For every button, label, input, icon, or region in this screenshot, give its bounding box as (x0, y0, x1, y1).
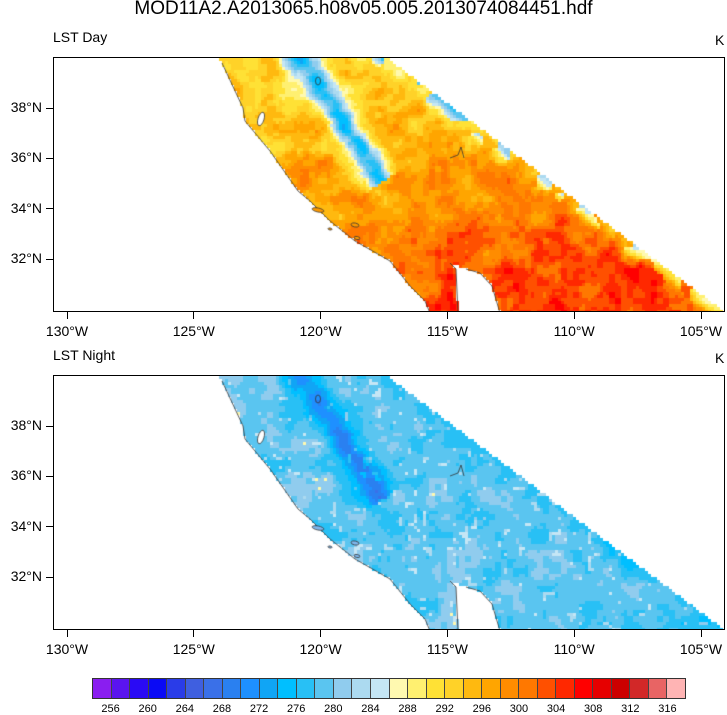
colorbar-label: 300 (509, 703, 529, 715)
y-tick-label: 34°N (10, 199, 42, 216)
colorbar-label: 312 (621, 703, 640, 715)
colorbar-label: 304 (546, 703, 566, 715)
x-tick-label: 105°W (679, 323, 723, 339)
colorbar-label: 292 (435, 703, 454, 715)
colorbar-swatch (611, 679, 631, 698)
colorbar-swatch (370, 679, 390, 698)
colorbar-swatch (241, 679, 260, 698)
x-tick-mark (573, 630, 575, 637)
colorbar (92, 678, 686, 699)
x-tick-label: 120°W (299, 641, 342, 657)
colorbar-swatch (537, 679, 557, 698)
colorbar-swatch (333, 679, 353, 698)
colorbar-swatch (408, 679, 427, 698)
x-tick-label: 115°W (426, 641, 468, 657)
day-panel-units: K (715, 32, 725, 48)
night-map-panel (53, 375, 725, 630)
y-tick-mark (46, 258, 53, 260)
x-tick-mark (193, 630, 195, 637)
y-tick-label: 32°N (10, 568, 42, 585)
x-tick-mark (66, 630, 68, 637)
y-tick-mark (46, 157, 53, 159)
colorbar-label: 268 (212, 703, 232, 715)
y-tick-mark (46, 576, 53, 578)
colorbar-swatch (315, 679, 334, 698)
x-tick-label: 110°W (553, 323, 595, 339)
colorbar-swatch (389, 679, 409, 698)
x-tick-label: 115°W (426, 323, 468, 339)
colorbar-label: 272 (249, 703, 269, 715)
colorbar-swatch (426, 679, 446, 698)
x-tick-mark (446, 312, 448, 319)
day-lst-heatmap (54, 58, 724, 311)
y-tick-mark (46, 526, 53, 528)
colorbar-label: 288 (398, 703, 417, 715)
colorbar-swatch (130, 679, 149, 698)
x-tick-label: 130°W (45, 323, 89, 339)
colorbar-swatch (593, 679, 612, 698)
day-panel-title: LST Day (53, 29, 108, 45)
colorbar-swatch (167, 679, 186, 698)
colorbar-swatch (445, 679, 464, 698)
x-tick-mark (700, 312, 702, 319)
y-tick-mark (46, 475, 53, 477)
night-panel-title: LST Night (53, 347, 115, 363)
colorbar-swatch (111, 679, 131, 698)
colorbar-swatch (574, 679, 594, 698)
colorbar-label: 264 (175, 703, 194, 715)
chart-title: MOD11A2.A2013065.h08v05.005.201307408445… (134, 0, 593, 19)
colorbar-swatch (259, 679, 279, 698)
x-tick-mark (320, 630, 322, 637)
y-tick-label: 38°N (10, 417, 42, 433)
colorbar-swatch (500, 679, 520, 698)
colorbar-swatch (222, 679, 242, 698)
x-tick-label: 125°W (172, 323, 215, 339)
colorbar-swatch (667, 679, 685, 698)
colorbar-label: 280 (324, 703, 343, 715)
colorbar-swatch (204, 679, 223, 698)
night-panel-units: K (715, 350, 725, 366)
colorbar-swatch (482, 679, 501, 698)
x-tick-label: 120°W (299, 323, 342, 339)
colorbar-swatch (630, 679, 649, 698)
colorbar-swatch (463, 679, 483, 698)
x-tick-mark (193, 312, 195, 319)
colorbar-swatch (648, 679, 668, 698)
y-tick-mark (46, 107, 53, 109)
colorbar-swatch (278, 679, 297, 698)
x-tick-label: 110°W (553, 641, 595, 657)
night-lst-heatmap (54, 376, 724, 629)
y-tick-mark (46, 425, 53, 427)
x-tick-mark (320, 312, 322, 319)
x-tick-mark (573, 312, 575, 319)
colorbar-swatch (556, 679, 575, 698)
colorbar-swatch (296, 679, 316, 698)
colorbar-label: 296 (472, 703, 491, 715)
colorbar-label: 256 (101, 703, 120, 715)
colorbar-label: 284 (361, 703, 380, 715)
x-tick-label: 125°W (172, 641, 215, 657)
day-map-panel (53, 57, 725, 312)
y-tick-label: 32°N (10, 250, 42, 267)
x-tick-mark (700, 630, 702, 637)
y-tick-label: 34°N (10, 517, 42, 534)
colorbar-label: 260 (138, 703, 157, 715)
x-tick-mark (66, 312, 68, 319)
colorbar-swatch (185, 679, 205, 698)
x-tick-label: 130°W (45, 641, 89, 657)
x-tick-label: 105°W (679, 641, 723, 657)
colorbar-swatch (148, 679, 168, 698)
colorbar-label: 308 (584, 703, 603, 715)
colorbar-swatch (352, 679, 371, 698)
colorbar-label: 316 (658, 703, 677, 715)
y-tick-label: 36°N (10, 149, 42, 166)
y-tick-label: 36°N (10, 467, 42, 484)
colorbar-swatch (519, 679, 538, 698)
y-tick-mark (46, 208, 53, 210)
colorbar-label: 276 (287, 703, 306, 715)
x-tick-mark (446, 630, 448, 637)
y-tick-label: 38°N (10, 99, 42, 115)
colorbar-swatch (93, 679, 112, 698)
